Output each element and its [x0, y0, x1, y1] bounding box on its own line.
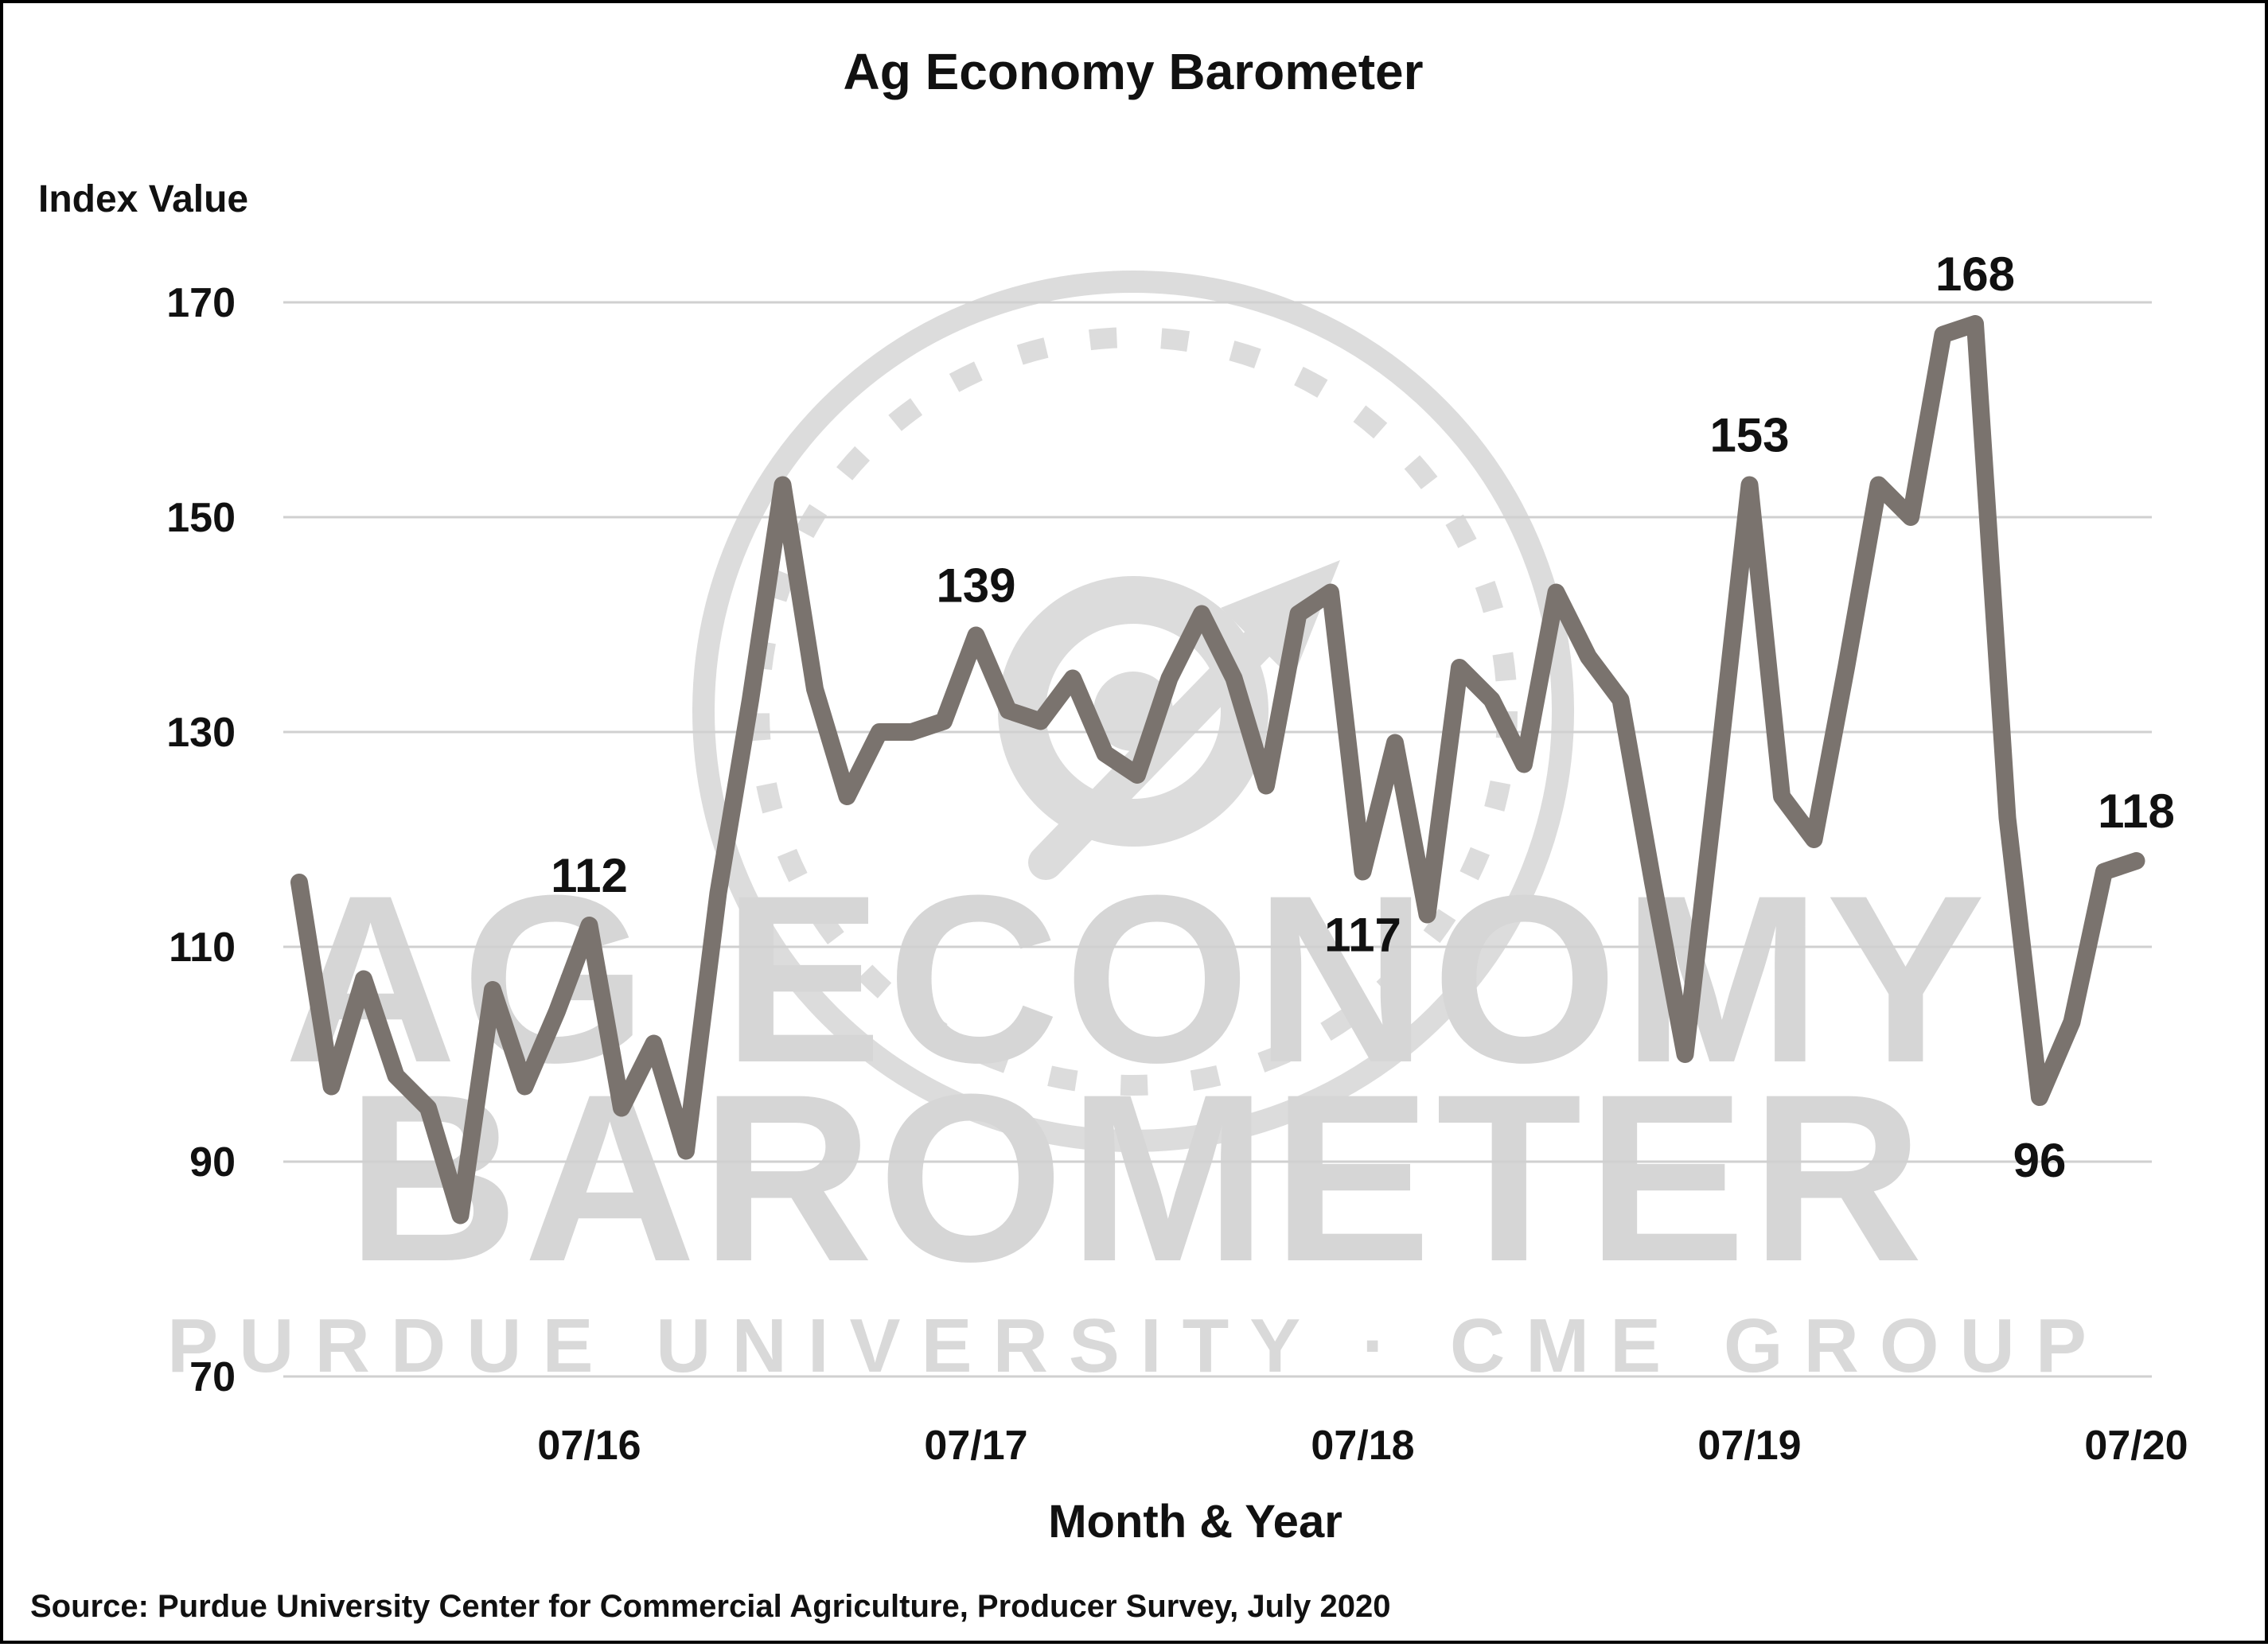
watermark-line3: PURDUE UNIVERSITY · CME GROUP	[167, 1303, 2107, 1388]
data-label: 112	[551, 849, 628, 902]
x-tick-label: 07/19	[1697, 1423, 1801, 1469]
data-label: 118	[2098, 785, 2175, 838]
y-tick-label: 70	[189, 1354, 236, 1400]
y-tick-label: 170	[166, 280, 236, 326]
source-note: Source: Purdue University Center for Com…	[30, 1589, 1390, 1624]
data-label: 96	[2013, 1134, 2067, 1187]
data-labels: 112 139 117 153 168 96 118	[551, 247, 2175, 1187]
x-tick-labels: 07/16 07/17 07/18 07/19 07/20	[537, 1423, 2188, 1469]
watermark-line2: BAROMETER	[346, 1044, 1927, 1311]
y-tick-label: 150	[166, 495, 236, 541]
y-axis-title: Index Value	[38, 178, 248, 220]
chart-title: Ag Economy Barometer	[843, 43, 1423, 100]
data-label: 139	[936, 559, 1015, 613]
x-tick-label: 07/16	[537, 1423, 641, 1469]
series-line	[290, 315, 2145, 1225]
line-chart: AG ECONOMY BAROMETER PURDUE UNIVERSITY ·…	[30, 43, 2188, 1624]
gridlines	[283, 301, 2152, 1378]
x-tick-label: 07/20	[2084, 1423, 2188, 1469]
y-tick-label: 110	[169, 925, 236, 971]
x-axis-title: Month & Year	[1048, 1496, 1342, 1548]
data-label: 117	[1324, 909, 1401, 962]
data-label: 153	[1709, 409, 1789, 462]
x-tick-label: 07/17	[924, 1423, 1027, 1469]
x-tick-label: 07/18	[1311, 1423, 1414, 1469]
y-tick-label: 90	[189, 1139, 236, 1186]
y-tick-label: 130	[166, 710, 236, 756]
y-tick-labels: 70 90 110 130 150 170	[166, 280, 236, 1400]
data-label: 168	[1935, 247, 2015, 301]
